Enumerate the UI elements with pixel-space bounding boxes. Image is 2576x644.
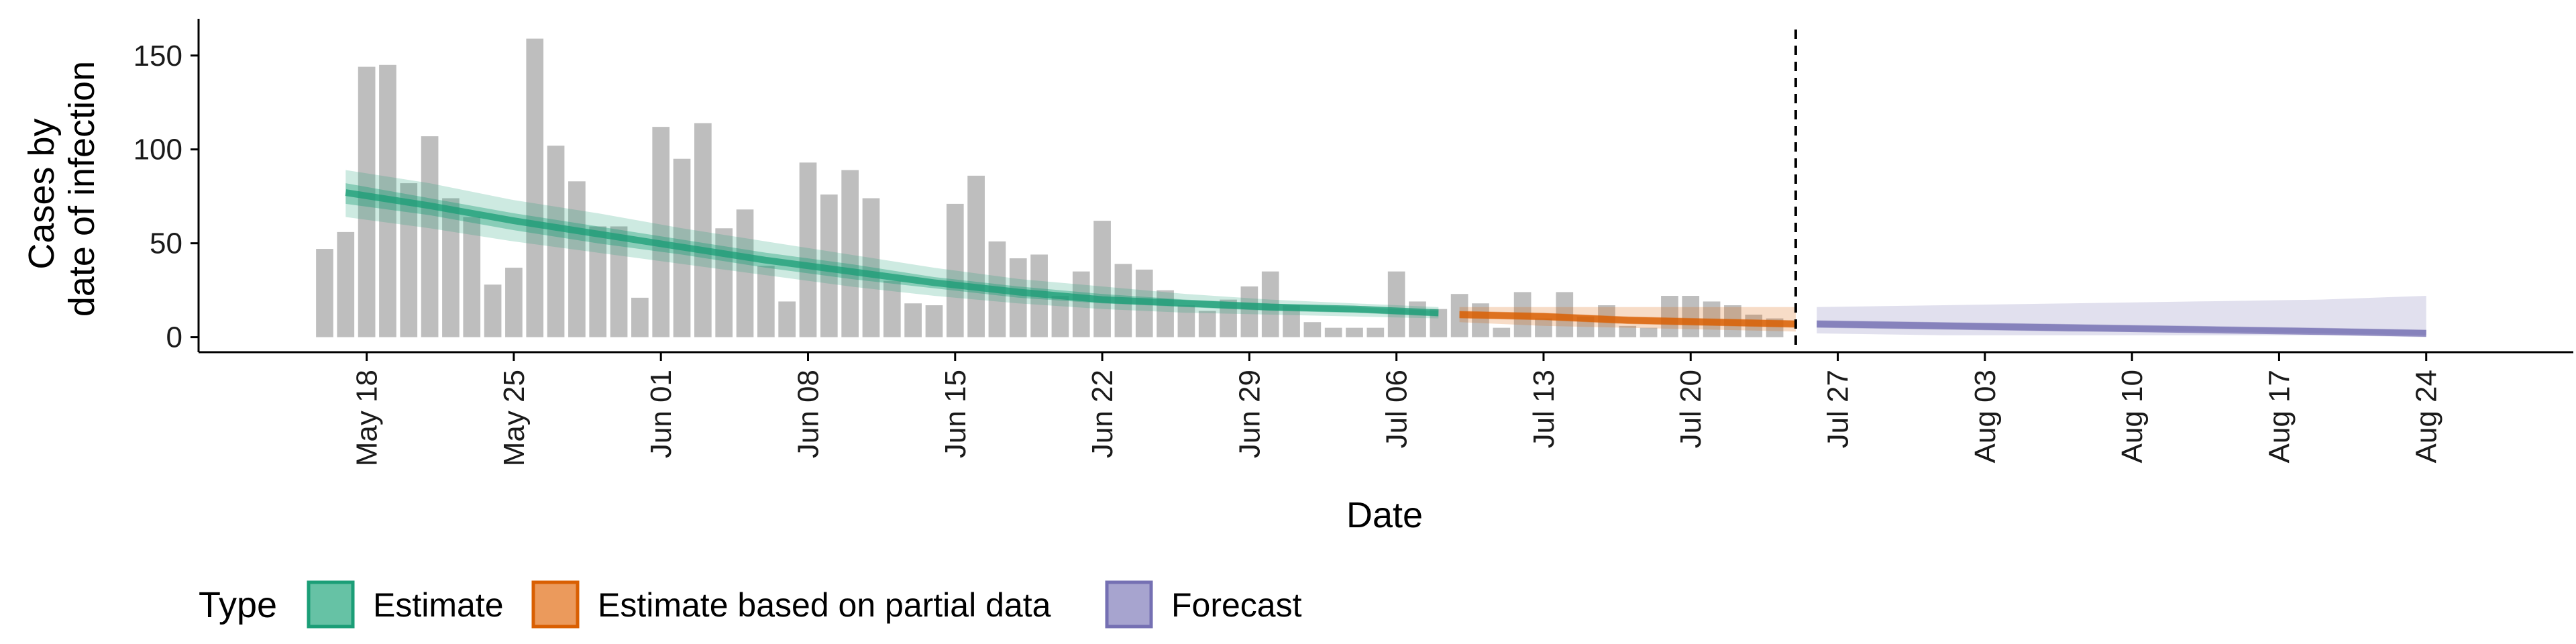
x-tick-label: Aug 24 [2410,370,2443,463]
case-bar [1535,318,1552,337]
x-tick-label: May 18 [351,370,384,466]
case-bar [1177,305,1195,337]
y-tick-label: 100 [133,133,182,166]
case-bar [1303,322,1322,337]
x-tick-label: Jul 20 [1674,370,1707,448]
case-bar [358,66,376,337]
case-bar [904,303,922,337]
case-bar [652,127,670,337]
legend-label: Forecast [1171,586,1302,624]
case-bar [1472,303,1489,337]
legend: Type Estimate Estimate based on partial d… [199,580,1302,629]
case-bar [946,203,964,337]
x-tick-label: Jun 01 [645,370,678,458]
x-ticks: May 18 May 25 Jun 01 Jun 08 Jun 15 Jun 22 Jun … [351,352,2443,466]
estimate-ribbons [345,170,2426,337]
x-tick-label: Jun 08 [792,370,824,458]
case-bar [1324,327,1342,337]
case-bar [463,217,481,337]
case-bar [862,198,880,337]
case-bar [1346,327,1363,337]
case-bar [883,280,901,337]
estimate-median-line [345,189,1439,317]
x-tick-label: Jun 29 [1233,370,1266,458]
x-tick-label: Jul 27 [1822,370,1855,448]
x-axis-title: Date [1346,495,1423,535]
case-bar [1619,325,1637,337]
case-bar [400,183,418,337]
x-tick-label: Aug 10 [2116,370,2149,463]
case-bar [316,249,333,337]
y-axis-title: Cases by date of infection [21,61,102,317]
case-bar [1661,296,1678,337]
x-tick-label: Aug 03 [1969,370,2002,463]
estimate-outer-band [345,170,1439,319]
y-tick-label: 150 [133,40,182,72]
case-bar [757,266,775,337]
case-bar [799,162,817,337]
legend-swatch [1105,580,1153,629]
x-tick-label: Jun 15 [939,370,972,458]
legend-swatch [531,580,580,629]
case-bar [1682,296,1700,337]
case-bar [1009,258,1027,337]
case-bar [925,305,943,337]
case-bar [631,297,649,337]
case-bar [1157,290,1174,337]
case-bar [1640,327,1658,337]
y-axis-title-line-1: Cases by [21,118,62,269]
case-bar [1240,286,1258,337]
case-bar [736,209,754,337]
case-bar [484,284,502,337]
case-bar [589,226,607,337]
y-axis-title-line-2: date of infection [62,61,102,317]
x-tick-label: Jun 22 [1086,370,1119,458]
forecast-median-line [1817,321,2426,337]
legend-swatch [307,580,355,629]
case-bar [505,268,523,337]
case-bar [1093,221,1111,337]
case-bar [442,198,460,337]
case-bar [1072,271,1090,337]
legend-title: Type [199,585,277,625]
case-bar [715,228,733,337]
case-bar [568,181,586,337]
y-tick-label: 50 [150,227,182,260]
case-bar [694,123,712,337]
estimate-based-on-partial-data-median-line [1459,311,1796,327]
x-tick-label: May 25 [498,370,531,466]
case-bar [1493,327,1511,337]
case-bar [841,170,859,337]
x-tick-label: Jul 06 [1381,370,1413,448]
case-bar [526,38,544,337]
legend-label: Estimate [373,586,504,624]
axes: 0 50 100 150 May 18 May 25 Jun 01 Jun 08 Jun 15… [133,19,2573,466]
case-bar [967,175,985,337]
case-bar [547,146,565,337]
x-tick-label: Aug 17 [2263,370,2296,463]
y-ticks: 0 50 100 150 [133,40,199,354]
case-bar [778,301,796,337]
x-tick-label: Jul 13 [1527,370,1560,448]
case-bar [1387,271,1405,337]
case-bar [1366,327,1385,337]
legend-items: Estimate Estimate based on partial data Fo… [307,580,1302,629]
case-bar [1198,311,1216,337]
case-bar [1409,301,1426,337]
case-bar [1051,296,1069,337]
case-bar [337,231,355,337]
y-tick-label: 0 [166,321,182,354]
legend-label: Estimate based on partial data [598,586,1051,624]
case-bar [421,136,439,337]
case-bar [610,226,628,337]
